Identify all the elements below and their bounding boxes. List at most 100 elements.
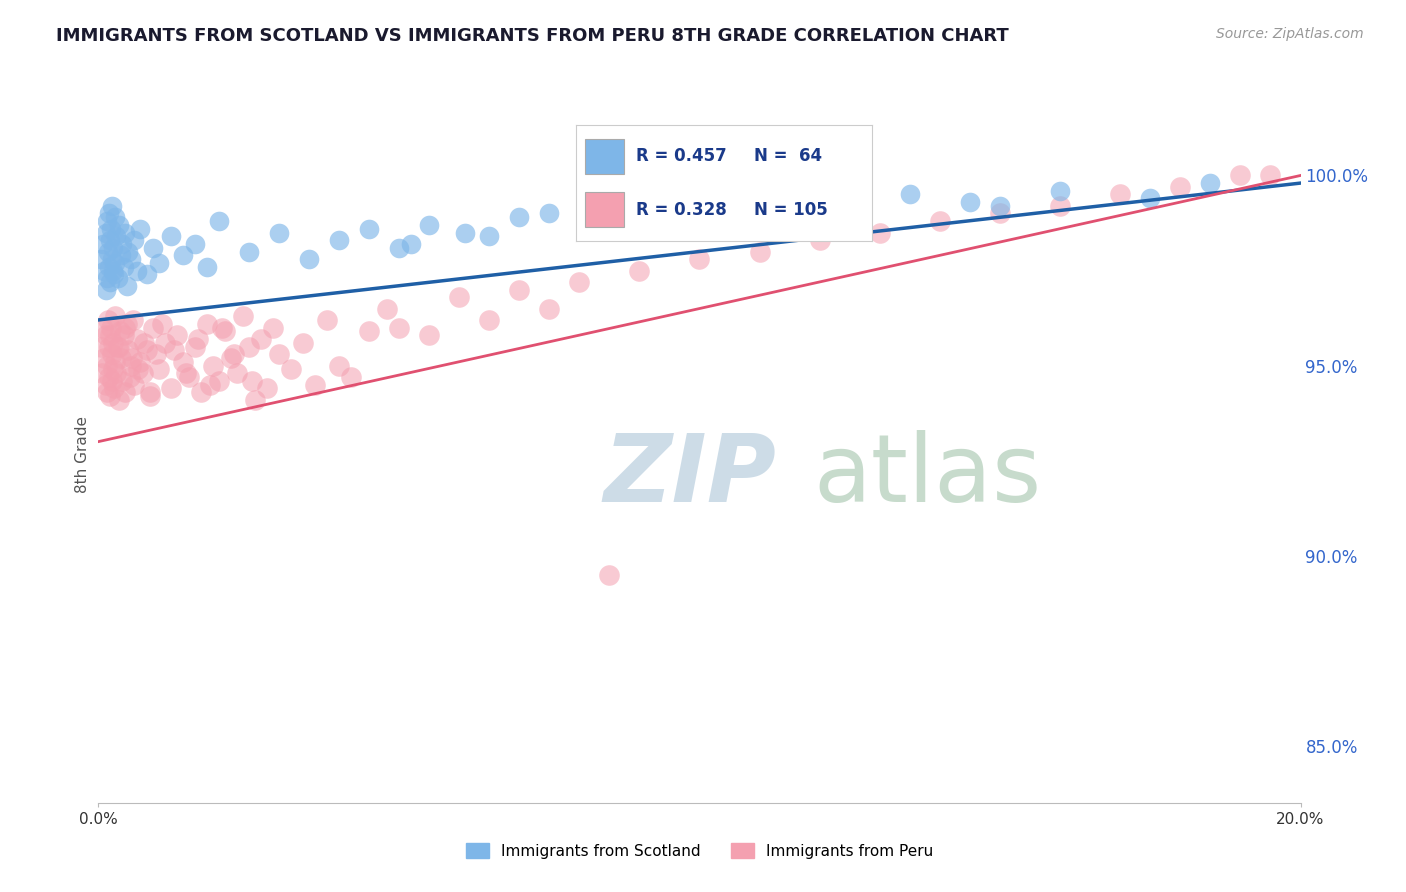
Point [104,355,127,369]
Point [162,343,184,358]
Point [291,335,314,350]
Point [132,335,155,350]
Point [478,229,501,244]
Point [114,320,136,334]
Point [628,263,651,277]
Text: R = 0.457: R = 0.457 [636,147,727,165]
Point [114,385,136,400]
Point [100,252,122,266]
Text: N =  64: N = 64 [754,147,821,165]
Point [101,347,124,361]
Point [195,260,218,274]
Point [508,283,530,297]
Point [222,347,245,361]
Point [177,370,200,384]
Point [1199,176,1222,190]
Point [104,309,127,323]
Point [94,377,117,392]
Y-axis label: 8th Grade: 8th Grade [75,417,90,493]
Point [159,381,181,395]
Point [132,366,155,380]
Point [988,199,1011,213]
Point [249,332,271,346]
Point [107,340,129,354]
Point [658,221,681,235]
Point [219,351,242,365]
Point [96,359,118,373]
Point [98,206,121,220]
Point [110,351,132,365]
Point [97,313,120,327]
Point [103,381,125,395]
Point [198,377,221,392]
Point [103,241,125,255]
Point [96,214,118,228]
Point [90,340,112,354]
Point [748,195,770,210]
Point [98,233,121,247]
Point [1260,169,1282,183]
Point [454,226,477,240]
Point [195,317,218,331]
Point [159,229,181,244]
Point [100,275,122,289]
Point [121,351,143,365]
Point [111,236,134,251]
Point [110,248,132,262]
Point [121,252,143,266]
Point [240,374,263,388]
Point [100,320,122,334]
Point [808,233,831,247]
Point [96,328,118,343]
Point [357,324,380,338]
Point [172,355,194,369]
Point [139,385,162,400]
Point [328,233,350,247]
Point [138,389,160,403]
Point [508,211,530,225]
Point [538,301,561,316]
Point [107,271,129,285]
Point [91,366,114,380]
Point [174,366,197,380]
Point [127,263,149,277]
Bar [585,192,624,227]
Point [256,381,278,395]
Point [1229,169,1251,183]
Text: R = 0.328: R = 0.328 [636,201,727,219]
Point [104,256,127,270]
Point [340,370,363,384]
Point [135,343,157,358]
Point [124,377,146,392]
Point [148,256,170,270]
Point [225,366,247,380]
Point [91,320,114,334]
Point [105,229,128,244]
Point [447,290,470,304]
Text: IMMIGRANTS FROM SCOTLAND VS IMMIGRANTS FROM PERU 8TH GRADE CORRELATION CHART: IMMIGRANTS FROM SCOTLAND VS IMMIGRANTS F… [56,27,1010,45]
Point [418,328,440,343]
Point [114,226,136,240]
Point [598,567,620,582]
Point [211,320,233,334]
Point [201,359,224,373]
Point [135,268,157,282]
Point [121,359,143,373]
Point [122,313,145,327]
Point [101,362,124,376]
Point [124,233,146,247]
Bar [585,139,624,174]
Point [929,214,952,228]
Point [304,377,326,392]
Point [187,332,209,346]
Point [315,313,337,327]
Point [141,320,163,334]
Point [117,278,139,293]
Point [98,389,121,403]
Point [328,359,350,373]
Point [90,252,112,266]
Point [262,320,284,334]
Point [243,392,266,407]
Point [238,244,260,259]
Point [148,362,170,376]
